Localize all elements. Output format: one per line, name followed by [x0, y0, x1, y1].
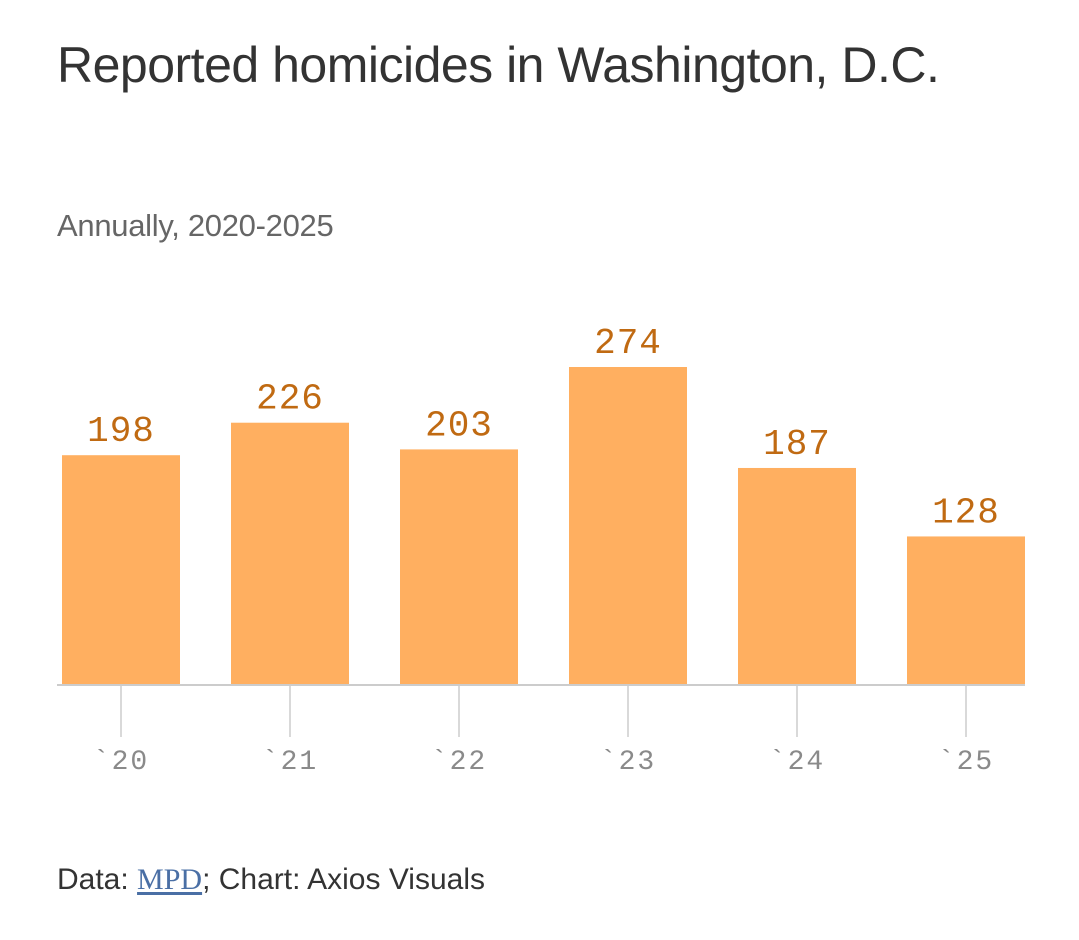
- data-source-prefix: Data:: [57, 863, 138, 896]
- bar-5: [907, 536, 1025, 685]
- chart-footer: Data: MPD; Chart: Axios Visuals: [57, 860, 485, 900]
- x-tick-label: `20: [93, 747, 149, 778]
- x-tick-label: `22: [431, 747, 487, 778]
- x-tick-label: `24: [769, 747, 825, 778]
- bar-chart: 198 `20 226 `21 203 `22 274 `23 187 `24 128 `25: [57, 323, 1025, 778]
- bar-value-label: 198: [87, 411, 155, 452]
- bar-value-label: 274: [594, 323, 662, 364]
- bar-value-label: 203: [425, 405, 493, 446]
- source-link[interactable]: MPD: [137, 863, 203, 896]
- bar-3: [569, 367, 687, 685]
- bar-value-label: 128: [932, 492, 1000, 533]
- bar-2: [400, 449, 518, 685]
- x-tick-label: `25: [938, 747, 994, 778]
- chart-credit: ; Chart: Axios Visuals: [202, 863, 485, 896]
- x-tick-label: `21: [262, 747, 318, 778]
- bar-1: [231, 422, 349, 685]
- bar-value-label: 226: [256, 379, 324, 420]
- chart-subtitle: Annually, 2020-2025: [57, 208, 334, 243]
- bar-value-label: 187: [763, 424, 831, 465]
- bar-0: [62, 455, 180, 685]
- bar-4: [738, 467, 856, 685]
- chart-title: Reported homicides in Washington, D.C.: [57, 37, 940, 93]
- x-tick-label: `23: [600, 747, 656, 778]
